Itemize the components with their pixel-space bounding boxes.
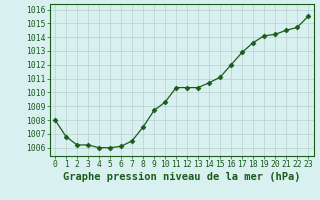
X-axis label: Graphe pression niveau de la mer (hPa): Graphe pression niveau de la mer (hPa) (63, 172, 300, 182)
